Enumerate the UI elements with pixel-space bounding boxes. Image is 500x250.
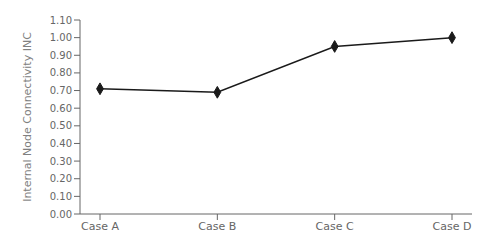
svg-text:1.00: 1.00 (50, 32, 72, 43)
svg-text:0.40: 0.40 (50, 138, 72, 149)
svg-text:Case C: Case C (316, 220, 354, 233)
svg-text:0.20: 0.20 (50, 173, 72, 184)
svg-text:Case D: Case D (433, 220, 472, 233)
svg-text:0.90: 0.90 (50, 50, 72, 61)
svg-text:Internal Node Connectivity INC: Internal Node Connectivity INC (21, 32, 34, 202)
svg-text:0.30: 0.30 (50, 156, 72, 167)
svg-text:0.70: 0.70 (50, 85, 72, 96)
svg-text:Case A: Case A (81, 220, 119, 233)
svg-text:0.80: 0.80 (50, 67, 72, 78)
svg-text:Case B: Case B (198, 220, 236, 233)
svg-text:1.10: 1.10 (50, 15, 72, 26)
svg-text:0.00: 0.00 (50, 209, 72, 220)
svg-text:0.60: 0.60 (50, 103, 72, 114)
svg-text:0.10: 0.10 (50, 191, 72, 202)
svg-text:0.50: 0.50 (50, 120, 72, 131)
